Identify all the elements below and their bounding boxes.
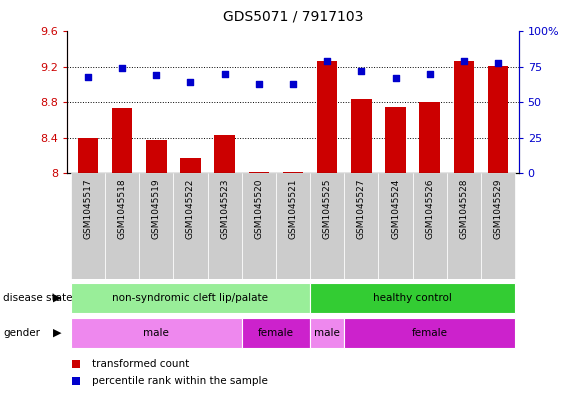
Bar — [77, 138, 98, 173]
Text: GSM1045522: GSM1045522 — [186, 178, 195, 239]
FancyBboxPatch shape — [173, 173, 207, 279]
Point — [220, 71, 229, 77]
FancyBboxPatch shape — [71, 173, 105, 279]
Text: female: female — [258, 328, 294, 338]
FancyBboxPatch shape — [276, 173, 310, 279]
Text: male: male — [314, 328, 340, 338]
Text: ▶: ▶ — [53, 328, 62, 338]
Text: healthy control: healthy control — [373, 293, 452, 303]
Bar — [283, 172, 304, 173]
Text: female: female — [412, 328, 448, 338]
FancyBboxPatch shape — [71, 318, 242, 348]
Text: transformed count: transformed count — [92, 358, 189, 369]
FancyBboxPatch shape — [310, 318, 345, 348]
FancyBboxPatch shape — [242, 318, 310, 348]
Text: non-syndromic cleft lip/palate: non-syndromic cleft lip/palate — [113, 293, 268, 303]
Text: GSM1045519: GSM1045519 — [152, 178, 161, 239]
Bar — [317, 61, 338, 173]
FancyBboxPatch shape — [345, 173, 379, 279]
FancyBboxPatch shape — [310, 173, 345, 279]
Text: GSM1045525: GSM1045525 — [323, 178, 332, 239]
Bar — [386, 107, 406, 173]
Point — [459, 58, 469, 64]
Text: percentile rank within the sample: percentile rank within the sample — [92, 376, 268, 386]
Text: GSM1045518: GSM1045518 — [118, 178, 127, 239]
FancyBboxPatch shape — [379, 173, 413, 279]
Text: GSM1045521: GSM1045521 — [288, 178, 298, 239]
Bar — [488, 66, 509, 173]
FancyBboxPatch shape — [139, 173, 173, 279]
Bar — [146, 140, 166, 173]
Point — [186, 79, 195, 86]
Bar — [180, 158, 201, 173]
Point — [152, 72, 161, 79]
Text: GSM1045517: GSM1045517 — [83, 178, 93, 239]
Text: GSM1045523: GSM1045523 — [220, 178, 229, 239]
Text: GSM1045527: GSM1045527 — [357, 178, 366, 239]
Text: GDS5071 / 7917103: GDS5071 / 7917103 — [223, 10, 363, 24]
Bar — [248, 172, 269, 173]
FancyBboxPatch shape — [105, 173, 139, 279]
Bar — [214, 135, 235, 173]
FancyBboxPatch shape — [481, 173, 515, 279]
Text: ▶: ▶ — [53, 293, 62, 303]
Text: GSM1045529: GSM1045529 — [493, 178, 503, 239]
Point — [83, 73, 93, 80]
FancyBboxPatch shape — [310, 283, 515, 313]
Text: gender: gender — [3, 328, 40, 338]
Text: GSM1045520: GSM1045520 — [254, 178, 263, 239]
Point — [288, 81, 298, 87]
FancyBboxPatch shape — [413, 173, 447, 279]
Bar — [420, 102, 440, 173]
Text: GSM1045524: GSM1045524 — [391, 178, 400, 239]
Point — [493, 59, 503, 66]
FancyBboxPatch shape — [207, 173, 242, 279]
FancyBboxPatch shape — [71, 283, 310, 313]
Point — [357, 68, 366, 74]
Text: disease state: disease state — [3, 293, 73, 303]
FancyBboxPatch shape — [242, 173, 276, 279]
Bar — [351, 99, 372, 173]
FancyBboxPatch shape — [345, 318, 515, 348]
Point — [425, 71, 434, 77]
Text: GSM1045526: GSM1045526 — [425, 178, 434, 239]
Point — [254, 81, 264, 87]
Text: GSM1045528: GSM1045528 — [459, 178, 468, 239]
Point — [391, 75, 400, 81]
Point — [322, 58, 332, 64]
Text: male: male — [144, 328, 169, 338]
Bar — [112, 108, 132, 173]
Point — [117, 65, 127, 72]
FancyBboxPatch shape — [447, 173, 481, 279]
Bar — [454, 61, 474, 173]
